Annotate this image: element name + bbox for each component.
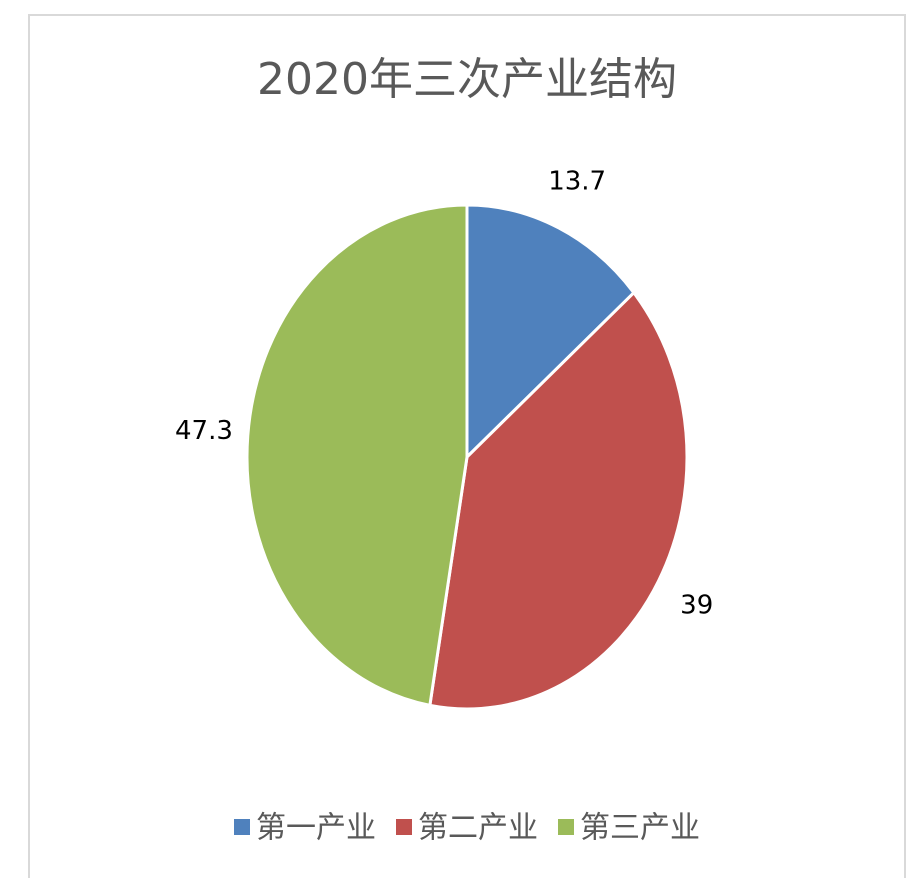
data-label: 47.3 <box>175 416 233 446</box>
legend-swatch <box>558 819 574 835</box>
pie-slice <box>245 203 469 708</box>
pie-slice <box>428 290 689 711</box>
pie-slice <box>465 203 636 461</box>
legend-swatch <box>234 819 250 835</box>
legend-label: 第三产业 <box>580 811 700 846</box>
data-label: 13.7 <box>548 167 606 197</box>
legend-swatch <box>396 819 412 835</box>
chart-title: 2020年三次产业结构 <box>257 54 677 105</box>
legend-label: 第二产业 <box>418 811 538 846</box>
data-label: 39 <box>680 591 713 621</box>
legend-label: 第一产业 <box>256 811 376 846</box>
